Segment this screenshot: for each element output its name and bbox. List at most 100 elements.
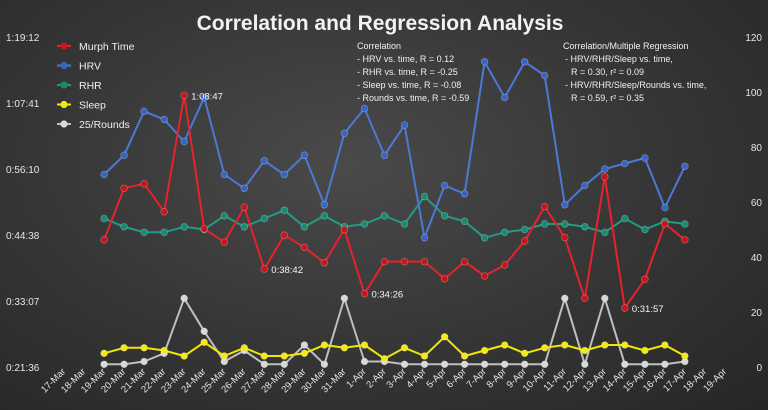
data-point: [100, 214, 108, 223]
data-point: [320, 360, 329, 368]
data-point: [480, 360, 489, 368]
data-point: [340, 129, 349, 138]
y-right-tick-label: 120: [745, 33, 762, 44]
data-point: [180, 352, 188, 360]
correlation-line: - Sleep vs. time, R = -0.08: [357, 80, 461, 90]
data-point: [581, 223, 589, 231]
data-labels: 1:08:47 0:38:42 0:34:26 0:31:57: [191, 91, 663, 315]
y-right-tick-label: 20: [751, 308, 763, 319]
data-point: [400, 360, 409, 368]
y-right-tick-label: 80: [751, 143, 763, 154]
data-point: [380, 355, 389, 363]
x-tick-label: 7-Apr: [465, 366, 489, 390]
legend-label: Sleep: [79, 100, 106, 112]
data-point: [140, 107, 148, 116]
data-point: [561, 294, 569, 302]
legend-item: Murph Time: [57, 41, 135, 53]
data-point: [601, 173, 609, 181]
data-point: [280, 170, 288, 179]
x-tick-label: 2-Apr: [364, 366, 388, 390]
data-point: [540, 71, 549, 80]
data-point: [480, 272, 489, 280]
legend-item: RHR: [57, 80, 102, 92]
data-point: [520, 58, 529, 66]
regression-line: R = 0.59, r² = 0.35: [571, 93, 644, 103]
data-point: [180, 91, 188, 100]
series-line: [104, 297, 686, 366]
data-point: [501, 93, 509, 102]
data-point: [140, 228, 148, 237]
data-point: [641, 346, 649, 355]
data-point: [540, 220, 549, 228]
data-point: [601, 165, 609, 173]
data-point: [420, 257, 429, 266]
data-point: [300, 341, 309, 349]
data-point: [460, 257, 469, 266]
x-tick-label: 3-Apr: [384, 366, 408, 390]
data-point: [520, 349, 529, 357]
data-point: [621, 360, 629, 368]
data-point: [100, 236, 108, 244]
data-point: [440, 275, 449, 283]
y-right-tick-label: 0: [756, 363, 762, 374]
data-point: [360, 104, 369, 113]
data-point: [460, 217, 469, 226]
data-point: [160, 115, 168, 124]
data-point: [420, 192, 429, 201]
data-point: [400, 344, 409, 352]
data-point: [340, 225, 349, 234]
regression-line: - HRV/RHR/Sleep vs. time,: [565, 54, 673, 64]
legend: Murph Time HRV RHR Sleep 25/Rounds: [57, 41, 135, 131]
data-point: [220, 170, 229, 179]
legend-label: Murph Time: [79, 41, 135, 53]
data-point: [440, 333, 449, 341]
data-point: [140, 344, 148, 352]
data-label: 0:34:26: [371, 290, 403, 301]
data-point: [120, 223, 128, 231]
data-point: [280, 231, 288, 239]
series-hrv: [100, 58, 689, 242]
data-point: [220, 238, 229, 246]
data-point: [300, 151, 309, 159]
data-point: [480, 234, 489, 242]
legend-label: HRV: [79, 61, 101, 73]
data-point: [260, 352, 268, 360]
x-tick-label: 8-Apr: [485, 366, 509, 390]
data-point: [120, 360, 128, 368]
data-point: [681, 220, 689, 228]
data-point: [460, 360, 469, 368]
data-point: [280, 206, 288, 215]
data-point: [520, 360, 529, 368]
series-line: [103, 94, 686, 309]
data-point: [260, 265, 268, 273]
regression-line: R = 0.30, r² = 0.09: [571, 67, 644, 77]
data-point: [601, 294, 609, 302]
data-point: [200, 327, 208, 335]
data-point: [200, 93, 208, 102]
data-point: [440, 181, 449, 190]
data-point: [501, 228, 509, 237]
data-point: [360, 290, 369, 298]
y-axis-left: 0:21:36 0:33:07 0:44:38 0:56:10 1:07:41 1:19:…: [6, 33, 40, 374]
data-point: [520, 237, 529, 245]
data-point: [681, 236, 689, 244]
data-point: [540, 202, 549, 211]
correlation-line: - RHR vs. time, R = -0.25: [357, 67, 458, 77]
series-sleep: [100, 333, 689, 363]
data-point: [340, 344, 349, 352]
x-axis: 17-Mar18-Mar19-Mar20-Mar21-Mar22-Mar23-M…: [39, 366, 729, 395]
data-point: [220, 352, 229, 360]
data-point: [440, 212, 449, 220]
legend-label: 25/Rounds: [79, 119, 130, 131]
y-right-tick-label: 40: [751, 253, 763, 264]
data-point: [160, 228, 168, 237]
data-label: 0:31:57: [632, 304, 664, 315]
y-left-tick-label: 0:56:10: [6, 165, 40, 176]
data-point: [581, 360, 589, 368]
data-point: [300, 349, 309, 357]
y-left-tick-label: 0:33:07: [6, 297, 40, 308]
data-point: [440, 360, 449, 368]
data-point: [120, 344, 128, 352]
series-line: [103, 335, 686, 360]
data-point: [420, 360, 429, 368]
